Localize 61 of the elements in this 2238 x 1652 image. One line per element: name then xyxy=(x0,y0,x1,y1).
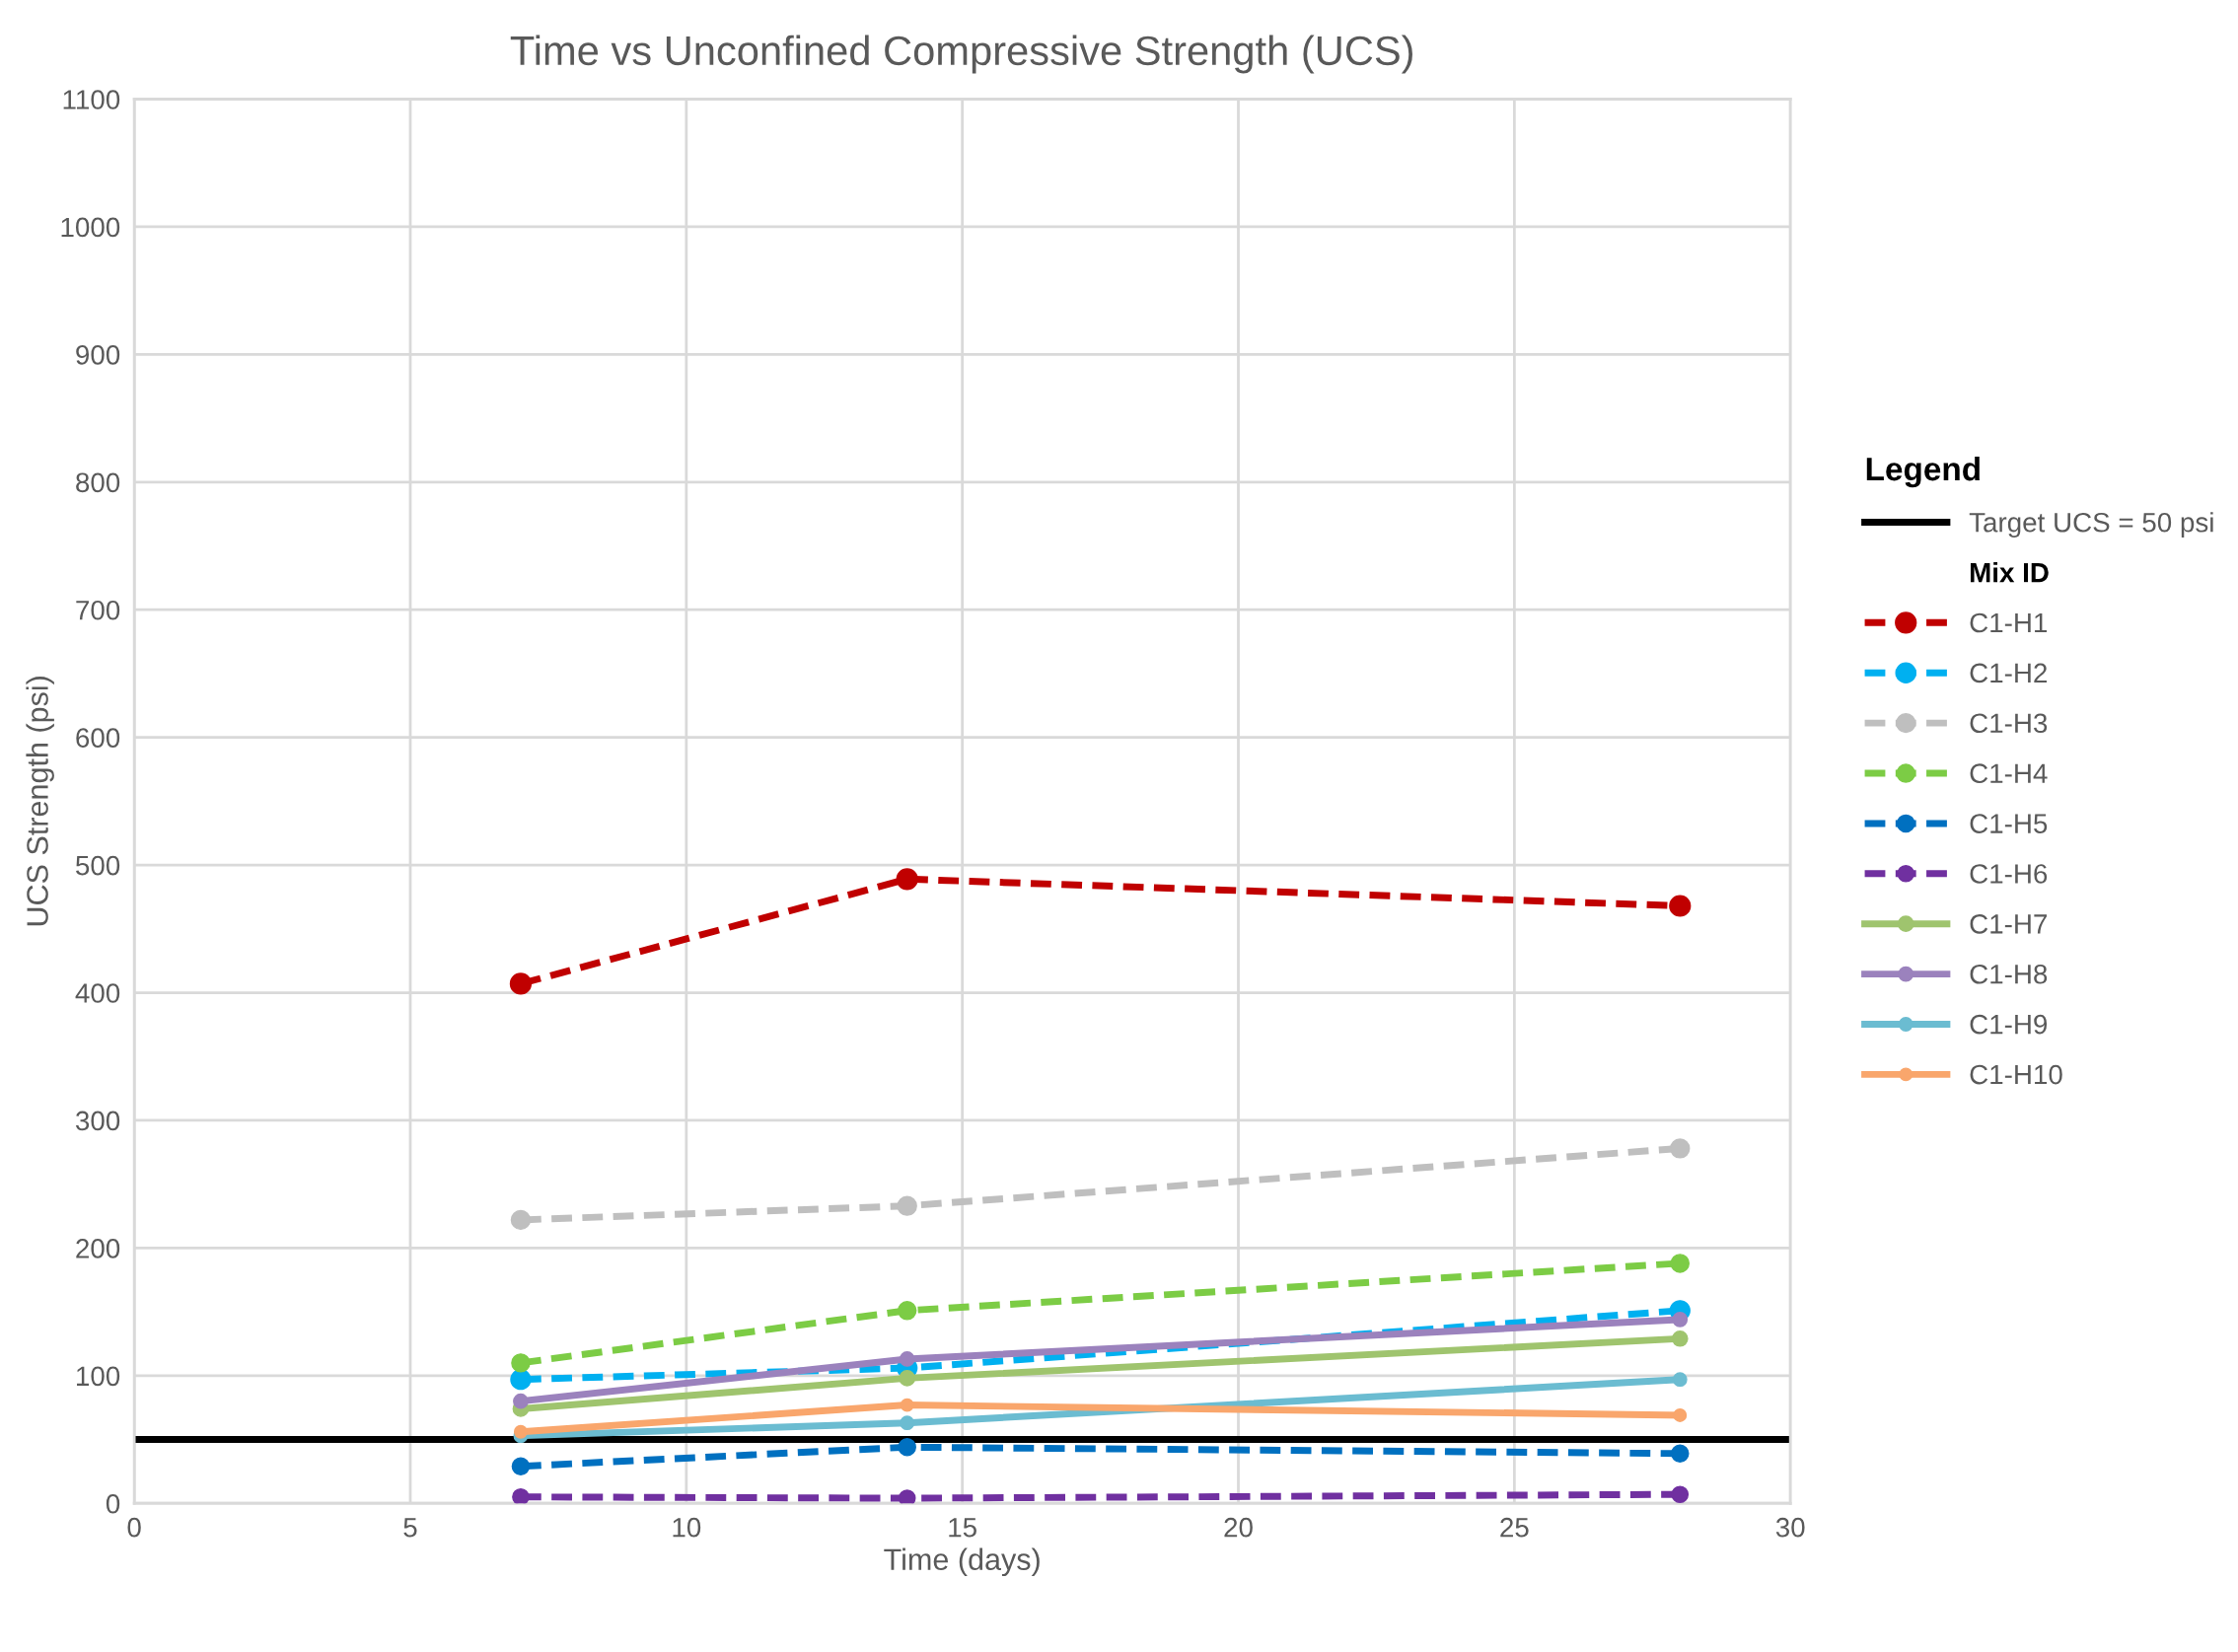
point xyxy=(898,1438,916,1457)
point xyxy=(897,1301,917,1321)
point xyxy=(512,1487,530,1504)
x-tick-label: 25 xyxy=(1500,1517,1529,1538)
y-tick-label: 300 xyxy=(75,1111,120,1131)
point xyxy=(897,1195,917,1216)
point xyxy=(1673,1407,1688,1422)
legend-label: C1-H6 xyxy=(1970,864,2048,884)
point xyxy=(899,1351,915,1367)
x-tick-label: 0 xyxy=(127,1517,141,1538)
y-tick-label: 600 xyxy=(76,728,120,748)
text: Mix ID xyxy=(1970,562,2049,583)
point xyxy=(896,868,918,891)
point xyxy=(1671,1485,1690,1503)
legend-label: C1-H3 xyxy=(1970,713,2048,734)
legend-label: C1-H2 xyxy=(1970,663,2047,683)
point xyxy=(511,1353,531,1373)
x-tick-label: 20 xyxy=(1224,1517,1253,1538)
y-tick-label: 800 xyxy=(76,472,120,493)
y-tick-label: 100 xyxy=(77,1366,120,1387)
point xyxy=(513,1393,529,1409)
y-tick-label: 900 xyxy=(76,345,120,365)
legend-label: C1-H5 xyxy=(1970,814,2048,833)
legend-label: C1-H4 xyxy=(1970,763,2048,784)
point xyxy=(1672,1372,1688,1388)
y-tick-label: 700 xyxy=(76,600,120,620)
legend-title: Legend xyxy=(1866,456,1980,488)
legend-label: Target UCS = 50 psi xyxy=(1969,512,2213,539)
legend-label: C1-H9 xyxy=(1970,1014,2048,1035)
x-tick-label: 30 xyxy=(1775,1517,1805,1538)
legend-label: C1-H1 xyxy=(1970,612,2048,633)
y-tick-label: 1000 xyxy=(61,217,120,238)
point xyxy=(898,1489,916,1504)
legend-label: C1-H8 xyxy=(1970,964,2048,984)
point xyxy=(509,972,533,995)
point xyxy=(1670,1254,1690,1273)
point xyxy=(510,1209,532,1231)
x-tick-label: 15 xyxy=(949,1518,976,1538)
point xyxy=(510,1369,532,1391)
y-tick-label: 500 xyxy=(76,855,120,876)
point xyxy=(1672,1311,1689,1328)
y-axis-title: UCS Strength (psi) xyxy=(26,677,54,926)
chart-title: Time vs Unconfined Compressive Strength (UCS) xyxy=(510,35,1412,74)
point xyxy=(511,1457,531,1475)
legend-label: C1-H7 xyxy=(1970,914,2047,934)
point xyxy=(900,1415,915,1431)
point xyxy=(513,1424,528,1439)
y-tick-label: 0 xyxy=(106,1493,120,1514)
point xyxy=(1671,1444,1690,1464)
x-tick-label: 5 xyxy=(403,1518,417,1538)
point xyxy=(899,1370,916,1387)
x-axis-title: Time (days) xyxy=(884,1547,1040,1577)
point xyxy=(1671,1329,1689,1347)
point xyxy=(900,1398,914,1412)
y-tick-label: 1100 xyxy=(63,90,120,109)
point xyxy=(1670,1138,1691,1159)
point xyxy=(1669,895,1692,917)
y-tick-label: 400 xyxy=(75,983,120,1003)
y-tick-label: 200 xyxy=(76,1239,120,1258)
legend-label: C1-H10 xyxy=(1970,1064,2062,1085)
x-tick-label: 10 xyxy=(673,1517,701,1538)
